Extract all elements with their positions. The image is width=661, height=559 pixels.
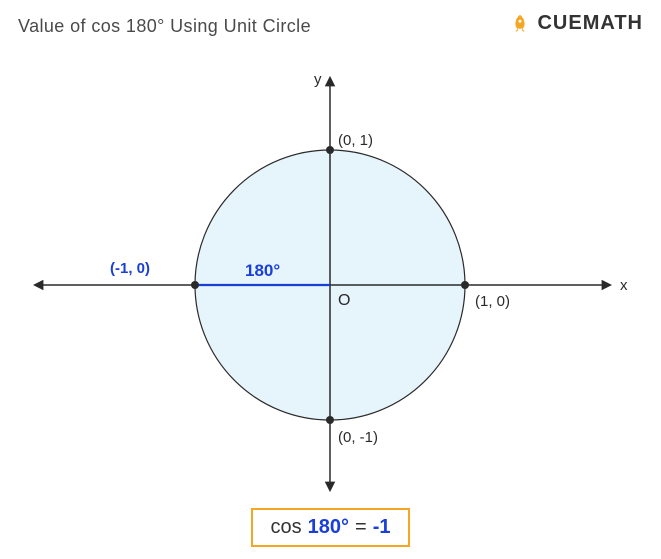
- brand-logo: CUEMATH: [509, 12, 643, 35]
- result-value: -1: [373, 516, 391, 539]
- unit-circle-point: [326, 416, 334, 424]
- brand-text: CUEMATH: [537, 12, 643, 35]
- point-label: (0, 1): [338, 132, 373, 149]
- x-axis-label: x: [620, 277, 628, 294]
- y-axis-label: y: [314, 71, 322, 88]
- point-label: (-1, 0): [110, 260, 150, 277]
- result-equals: =: [355, 516, 367, 539]
- unit-circle-point: [191, 281, 199, 289]
- point-label: (0, -1): [338, 429, 378, 446]
- page-title: Value of cos 180° Using Unit Circle: [18, 16, 311, 37]
- rocket-icon: [509, 13, 531, 35]
- angle-label: 180°: [245, 261, 280, 280]
- result-cos-label: cos: [271, 516, 302, 539]
- origin-label: O: [338, 292, 350, 309]
- result-box: cos 180° = -1: [251, 508, 411, 547]
- unit-circle-diagram: 180° Ox y (1, 0) (-1, 0) (0, 1) (0, -1): [0, 50, 661, 500]
- point-label: (1, 0): [475, 293, 510, 310]
- result-angle: 180°: [308, 516, 349, 539]
- unit-circle-point: [326, 146, 334, 154]
- unit-circle-point: [461, 281, 469, 289]
